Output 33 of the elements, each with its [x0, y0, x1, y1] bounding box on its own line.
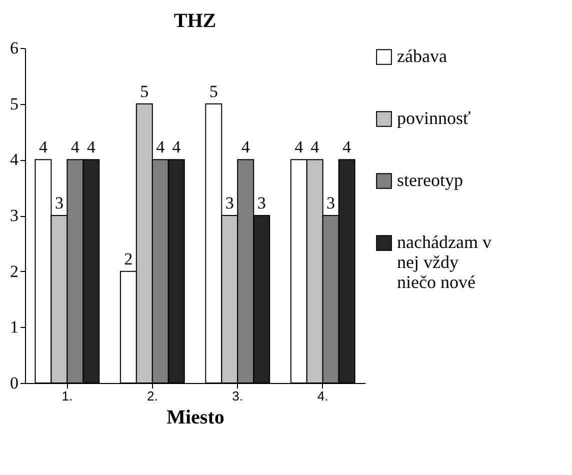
y-tick-label: 3	[10, 206, 18, 225]
data-label: 4	[38, 138, 48, 157]
data-label: 3	[225, 194, 234, 212]
data-label: 4	[86, 138, 96, 157]
data-label: 3	[326, 194, 336, 212]
y-tick-label: 4	[10, 150, 19, 170]
data-label: 4	[70, 138, 80, 157]
y-tick-label: 6	[10, 38, 18, 58]
data-label: 4	[172, 138, 182, 157]
data-label: 4	[342, 138, 352, 157]
x-tick-label: 4.	[317, 388, 328, 404]
data-label: 3	[54, 194, 64, 212]
x-tick-label: 1.	[62, 388, 73, 404]
data-label: 4	[156, 138, 166, 157]
data-label: 3	[257, 194, 266, 212]
chart-title: THZ	[174, 10, 216, 32]
legend-label: zábava	[397, 46, 447, 66]
y-tick-label: 2	[10, 262, 18, 281]
y-tick-label: 0	[10, 374, 18, 392]
data-label: 4	[310, 138, 320, 157]
data-label: 5	[209, 82, 218, 101]
legend-label: povinnosť	[397, 108, 472, 128]
y-tick-label: 5	[10, 94, 18, 114]
x-tick-label: 2.	[146, 388, 158, 404]
x-tick-label: 3.	[232, 388, 244, 404]
legend-label: nachádzam v nej vždy niečo nové	[397, 232, 492, 292]
y-tick-label: 1	[10, 318, 18, 337]
data-label: 4	[241, 138, 250, 157]
data-label: 2	[124, 249, 133, 268]
data-label: 4	[294, 138, 304, 157]
legend-label: stereotyp	[397, 170, 463, 190]
x-axis-title: Miesto	[166, 406, 224, 428]
data-label: 5	[140, 82, 149, 101]
